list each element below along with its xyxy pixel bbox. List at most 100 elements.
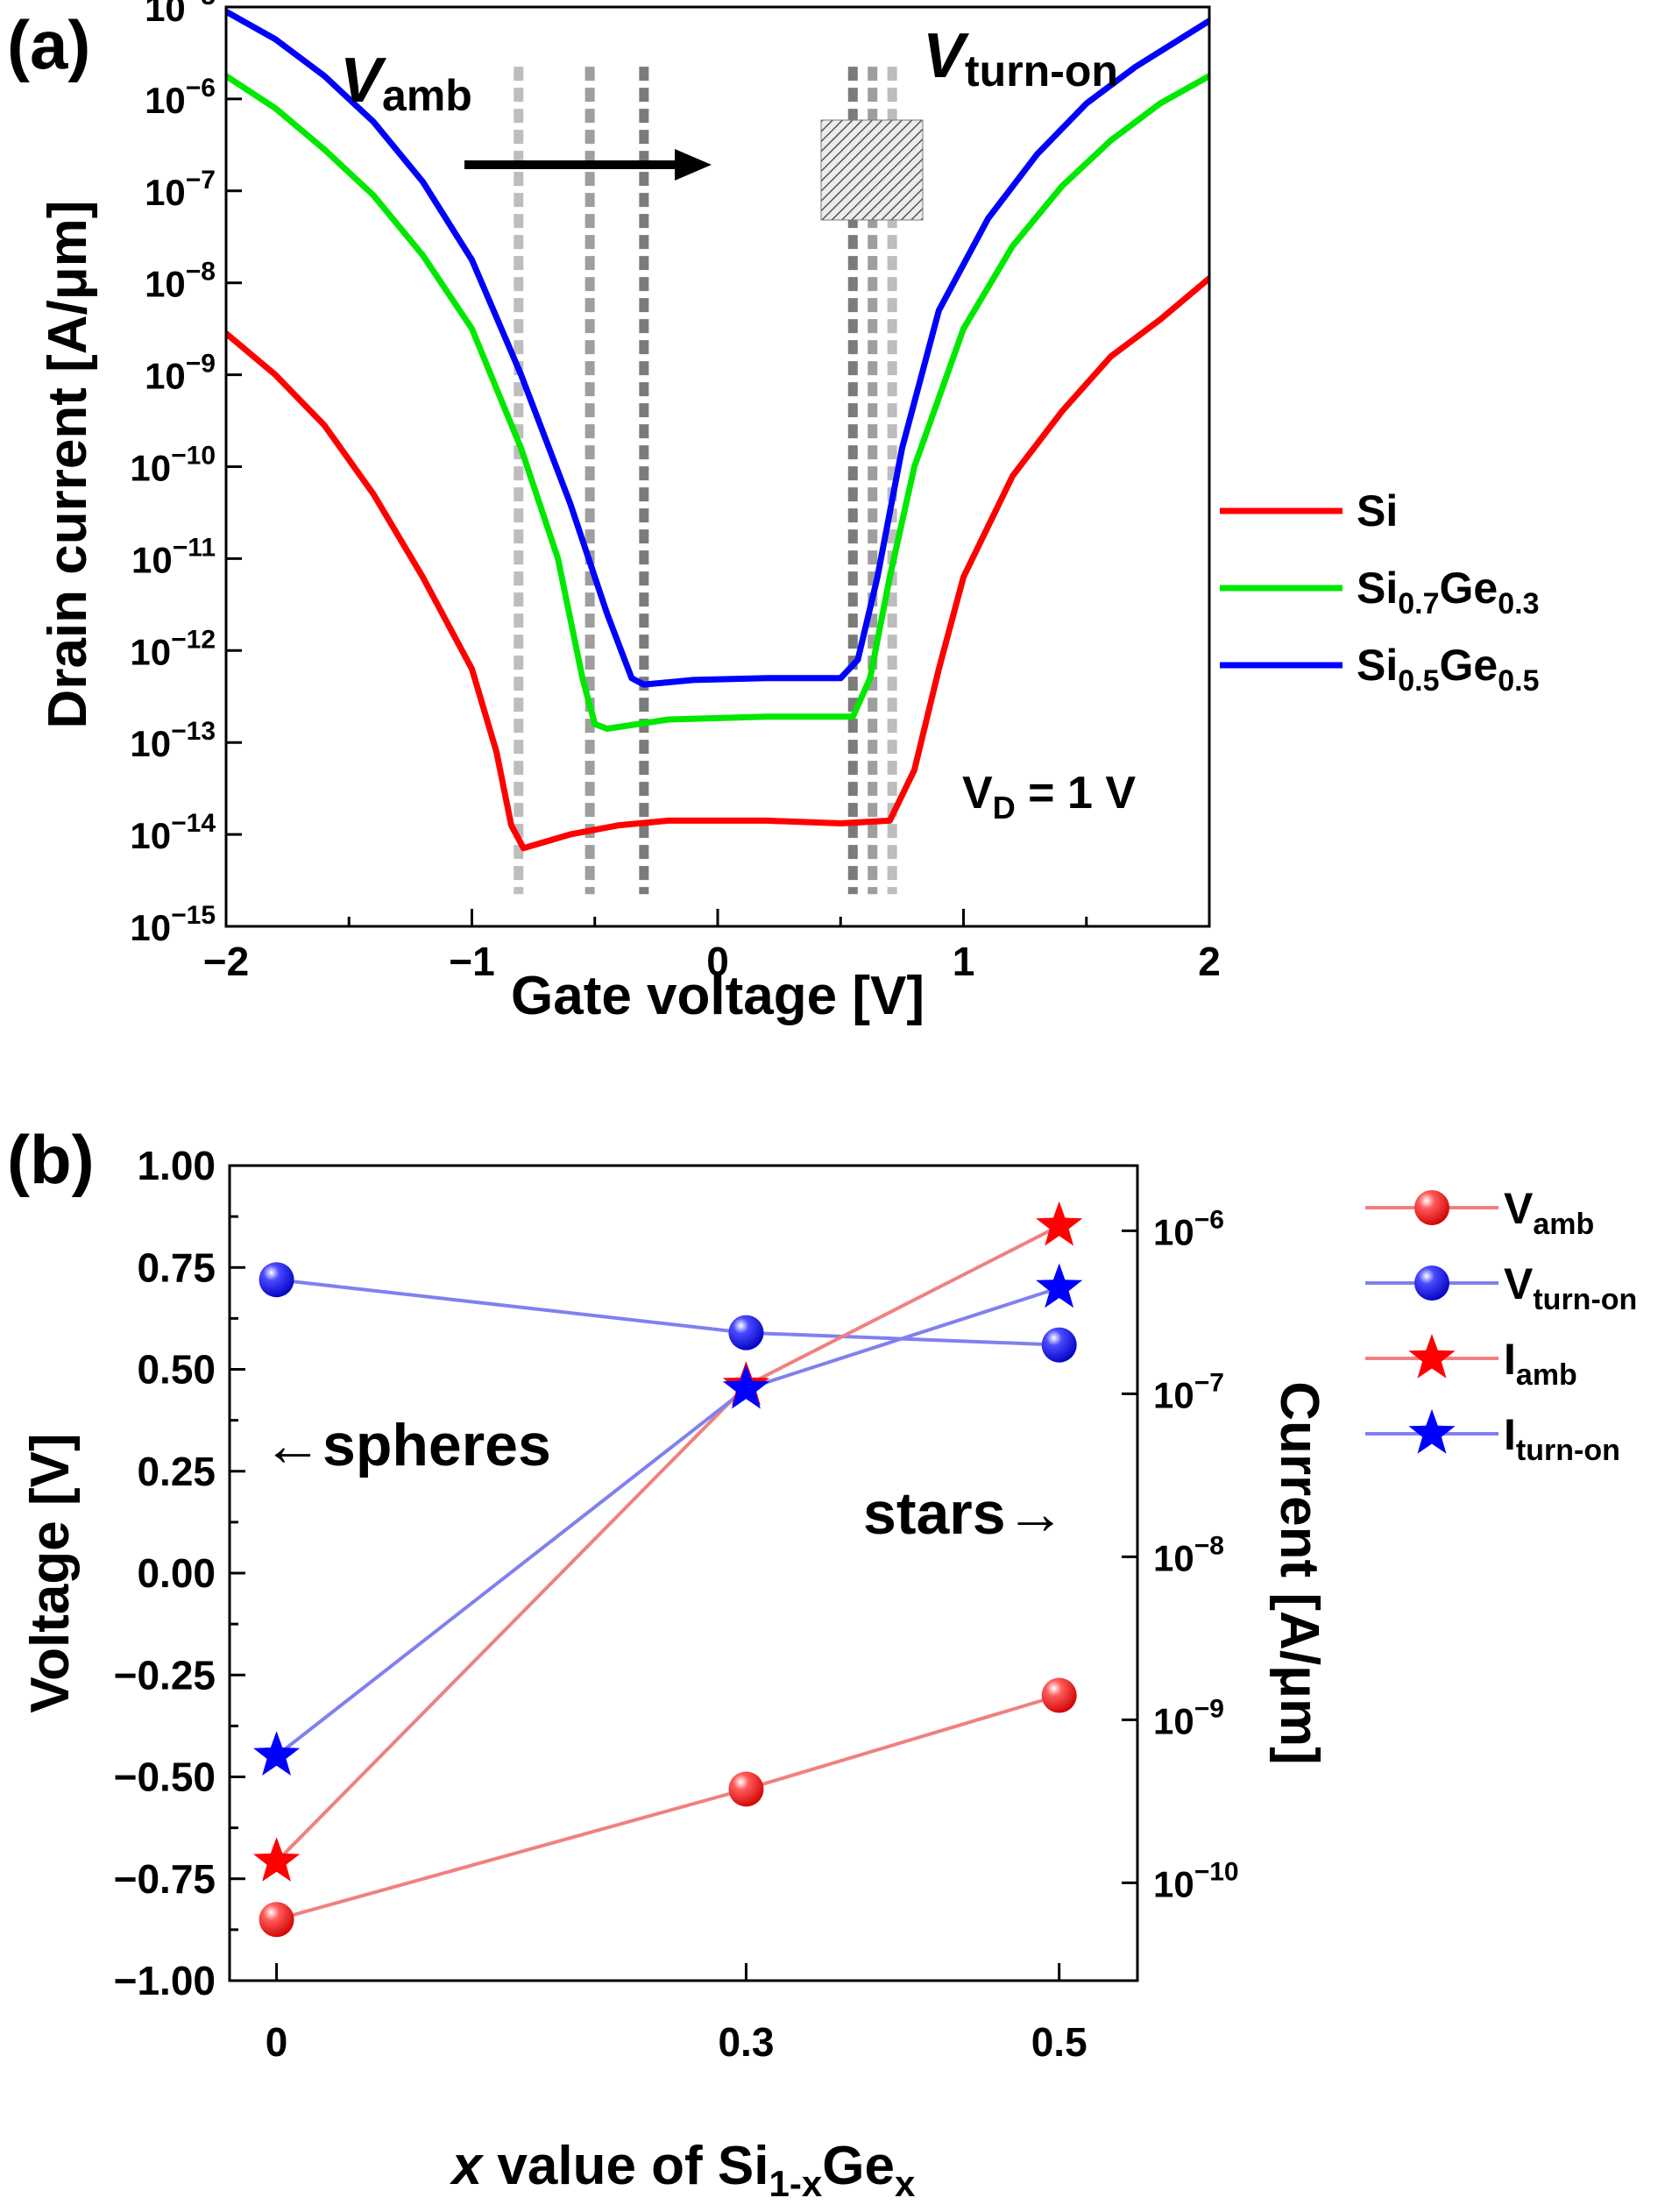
a-y-tick-label: 10−7: [145, 166, 216, 213]
b-left-tick-label: 0.25: [137, 1449, 216, 1494]
b-legend-marker: [1414, 1266, 1449, 1301]
b-legend-marker: [1414, 1190, 1449, 1225]
b-left-tick-label: 0.00: [137, 1550, 216, 1596]
a-y-tick-label: 10−15: [130, 901, 216, 948]
b-right-tick-label: 10−7: [1153, 1368, 1224, 1415]
panel-label-b: (b): [7, 1121, 95, 1198]
chart-a: (a) −2 −1 0 1 2 10−1510−1410−1310−1210−1110−…: [7, 0, 1539, 1026]
vd-main: V: [962, 768, 993, 819]
a-legend-label: Si: [1357, 486, 1398, 535]
series-line-si: [226, 275, 1209, 852]
b-marker-vturn-on: [728, 1315, 764, 1351]
b-series-lines: [275, 1224, 1060, 1922]
b-marker-iturn-on: [253, 1731, 301, 1776]
v-turn-on-sub: turn-on: [965, 46, 1118, 96]
b-plot-frame: [228, 1164, 1139, 1982]
a-turn-on-hatch-box: [820, 119, 924, 221]
a-y-tick-label: 10−12: [130, 625, 216, 672]
a-y-tick-label: 10−5: [145, 0, 216, 29]
b-x-tick-label: 0: [266, 2019, 288, 2065]
svg-text:Vamb: Vamb: [340, 46, 472, 120]
b-line-vamb: [276, 1693, 1060, 1922]
b-legend-marker: [1408, 1334, 1456, 1379]
b-marker-iamb: [1036, 1201, 1083, 1246]
b-right-tick-label: 10−9: [1153, 1694, 1224, 1741]
v-amb-sub: amb: [382, 71, 472, 120]
v-amb-annotation: Vamb: [340, 46, 472, 120]
b-x-ticks: 0 0.3 0.5: [266, 1963, 1087, 2065]
b-x-title-sub1: 1-x: [769, 2163, 823, 2204]
b-legend-marker: [1408, 1409, 1456, 1454]
b-marker-iamb: [253, 1837, 301, 1882]
b-series-markers: [253, 1201, 1083, 1938]
a-y-ticks: 10−15 10−14 10−13 10−12 10−11 10−10 10−9 10−8 10…: [130, 0, 242, 948]
v-turn-on-annotation: Vturn-on: [923, 21, 1118, 96]
a-x-tick-label: −2: [203, 939, 249, 984]
b-marker-iturn-on: [722, 1364, 770, 1409]
a-x-tick-label: −1: [449, 939, 494, 984]
vd-annotation: VD = 1 V: [962, 768, 1136, 826]
b-left-tick-label: 0.50: [137, 1347, 216, 1393]
a-x-axis-title: Gate voltage [V]: [511, 966, 925, 1026]
b-x-title-italic: x: [450, 2136, 485, 2196]
b-marker-vamb: [728, 1771, 764, 1807]
b-marker-iturn-on: [1036, 1263, 1083, 1308]
v-turn-on-main: V: [923, 21, 970, 91]
vd-sub: D: [993, 790, 1016, 826]
a-x-tick-label: 2: [1198, 939, 1221, 984]
v-amb-main: V: [340, 46, 387, 116]
b-line-vturn-on: [276, 1278, 1059, 1347]
vd-rest: = 1 V: [1016, 768, 1137, 819]
b-left-tick-label: −0.75: [114, 1856, 216, 1902]
a-series-lines: [226, 9, 1209, 852]
shift-arrow: [464, 149, 712, 181]
b-x-title-base: value of Si: [482, 2136, 769, 2196]
b-y-axis-left-title: Voltage [V]: [20, 1433, 81, 1712]
b-x-axis-title: x value of Si1-xGex: [450, 2136, 916, 2204]
b-x-tick-label: 0.5: [1031, 2019, 1087, 2065]
panel-label-a: (a): [7, 6, 90, 83]
a-y-tick-label: 10−11: [131, 533, 216, 580]
b-x-title-sub2: x: [895, 2163, 916, 2204]
b-left-tick-label: −0.25: [114, 1652, 216, 1698]
a-x-tick-label: 0: [706, 939, 729, 984]
b-y-axis-right-title: Current [A/μm]: [1269, 1381, 1329, 1764]
b-legend-label: Vamb: [1504, 1184, 1594, 1241]
b-legend-label: Iamb: [1504, 1335, 1577, 1392]
a-x-tick-label: 1: [953, 939, 975, 984]
b-right-tick-label: 10−10: [1153, 1857, 1239, 1904]
b-right-tick-label: 10−8: [1153, 1531, 1224, 1578]
b-marker-vturn-on: [259, 1262, 294, 1298]
series-line-si07ge03: [226, 73, 1209, 732]
a-y-tick-label: 10−10: [130, 442, 216, 489]
b-legend-label: Vturn-on: [1504, 1259, 1637, 1316]
a-x-ticks: −2 −1 0 1 2: [203, 909, 1221, 984]
chart-b: (b) 0 0.3 0.5 1.00 0.75 0.50 0.25 0.00 −0.25 −0.…: [7, 1121, 1637, 2204]
b-legend-label: Iturn-on: [1504, 1410, 1620, 1467]
a-legend-label: Si0.7Ge0.3: [1357, 564, 1539, 620]
b-marker-vturn-on: [1041, 1327, 1077, 1363]
b-x-title-mid: Ge: [822, 2136, 895, 2196]
svg-text:Vturn-on: Vturn-on: [923, 21, 1118, 96]
a-y-tick-label: 10−9: [145, 350, 216, 397]
b-x-tick-label: 0.3: [718, 2019, 774, 2065]
b-left-tick-label: −1.00: [114, 1958, 216, 2003]
b-marker-vamb: [259, 1902, 294, 1938]
a-legend-label: Si0.5Ge0.5: [1357, 641, 1539, 698]
spheres-annotation: ←spheres: [263, 1412, 551, 1478]
a-legend: Si Si0.7Ge0.3 Si0.5Ge0.5: [1220, 486, 1539, 698]
stars-annotation: stars→: [863, 1480, 1066, 1547]
a-y-tick-label: 10−8: [145, 258, 216, 305]
b-legend: Vamb Vturn-on Iamb Iturn-on: [1365, 1184, 1637, 1467]
b-left-y-ticks: 1.00 0.75 0.50 0.25 0.00 −0.25 −0.50 −0.75 −1.00: [114, 1143, 245, 2003]
b-left-tick-label: −0.50: [114, 1755, 216, 1800]
svg-text:VD = 1 V: VD = 1 V: [962, 768, 1136, 826]
series-line-si05ge05: [226, 9, 1209, 688]
b-marker-vamb: [1041, 1677, 1077, 1713]
b-right-tick-label: 10−6: [1153, 1205, 1224, 1252]
a-y-axis-title: Drain current [A/μm]: [38, 201, 98, 729]
b-left-tick-label: 1.00: [137, 1143, 216, 1188]
b-left-tick-label: 0.75: [137, 1244, 216, 1290]
a-y-tick-label: 10−6: [145, 74, 216, 121]
